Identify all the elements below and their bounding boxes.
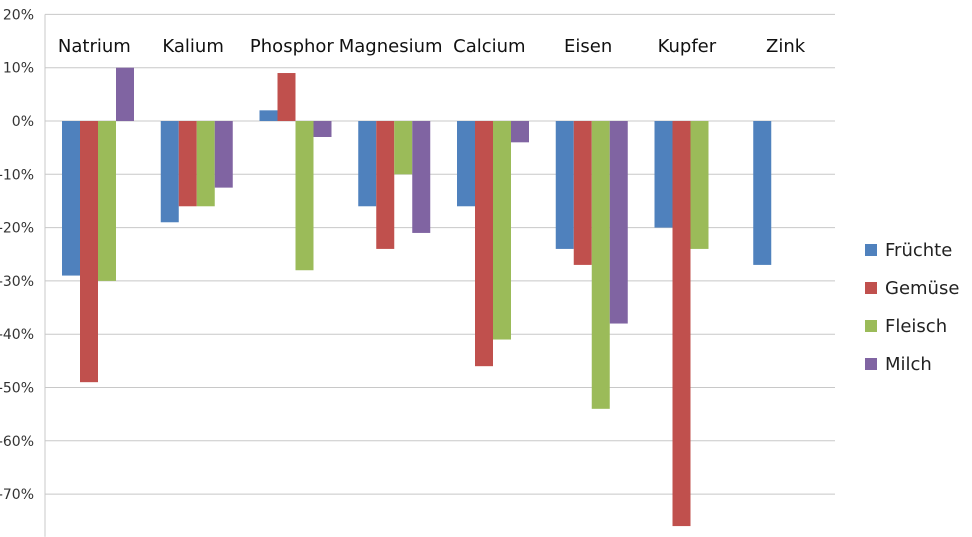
bar-magnesium-milch xyxy=(412,121,431,233)
legend-swatch xyxy=(865,320,877,332)
bar-calcium-früchte xyxy=(457,121,475,207)
category-labels: Natrium Kalium Phosphor Magnesium Calcium Eis… xyxy=(58,36,806,57)
bar-natrium-gemüse xyxy=(80,121,98,383)
bar-phosphor-gemüse xyxy=(277,73,296,121)
bar-calcium-fleisch xyxy=(493,121,511,340)
y-tick-label: 0% xyxy=(12,114,34,130)
y-tick-label: -60% xyxy=(0,434,34,450)
legend-label: Früchte xyxy=(885,240,952,261)
legend-swatch xyxy=(865,358,877,370)
bar-eisen-fleisch xyxy=(591,121,610,409)
bar-magnesium-fleisch xyxy=(394,121,413,175)
bar-calcium-milch xyxy=(511,121,529,143)
bar-natrium-fleisch xyxy=(98,121,116,281)
y-tick-label: -40% xyxy=(0,327,34,343)
category-label: Natrium xyxy=(58,36,131,57)
category-label: Zink xyxy=(766,36,806,57)
gridlines xyxy=(44,13,835,537)
y-tick-label: -50% xyxy=(0,381,34,397)
bar-phosphor-früchte xyxy=(259,110,278,121)
category-label: Phosphor xyxy=(250,36,335,57)
category-label: Kupfer xyxy=(658,36,717,57)
bar-kupfer-gemüse xyxy=(672,121,691,527)
bar-eisen-milch xyxy=(609,121,628,324)
bar-natrium-früchte xyxy=(62,121,80,276)
category-label: Magnesium xyxy=(339,36,443,57)
bar-eisen-gemüse xyxy=(573,121,592,265)
bar-kalium-früchte xyxy=(160,121,179,223)
y-tick-label: -20% xyxy=(0,221,34,237)
bar-phosphor-milch xyxy=(313,121,332,137)
legend-label: Gemüse xyxy=(885,278,959,299)
bar-eisen-früchte xyxy=(555,121,574,249)
bar-natrium-milch xyxy=(116,67,134,121)
y-tick-label: 20% xyxy=(3,7,34,23)
bar-calcium-gemüse xyxy=(475,121,493,367)
bar-zink-früchte xyxy=(753,121,772,265)
bar-kalium-fleisch xyxy=(196,121,215,207)
legend-label: Fleisch xyxy=(885,316,947,337)
bar-kalium-milch xyxy=(214,121,233,188)
legend-label: Milch xyxy=(885,354,932,375)
legend-swatch xyxy=(865,282,877,294)
category-label: Eisen xyxy=(564,36,612,57)
bar-magnesium-früchte xyxy=(358,121,377,207)
bar-magnesium-gemüse xyxy=(376,121,395,249)
bar-kalium-gemüse xyxy=(178,121,197,207)
bar-kupfer-fleisch xyxy=(690,121,709,249)
legend-swatch xyxy=(865,244,877,256)
legend: Früchte Gemüse Fleisch Milch xyxy=(865,240,959,375)
bars xyxy=(62,67,772,527)
y-tick-label: -30% xyxy=(0,274,34,290)
y-tick-label: -70% xyxy=(0,487,34,503)
y-tick-label: 10% xyxy=(3,61,34,77)
y-axis-tick-labels: 20% 10% 0% -10% -20% -30% -40% -50% -60% -70% xyxy=(0,7,34,503)
bar-kupfer-früchte xyxy=(654,121,673,228)
y-tick-label: -10% xyxy=(0,167,34,183)
category-label: Calcium xyxy=(453,36,525,57)
bar-phosphor-fleisch xyxy=(295,121,314,271)
category-label: Kalium xyxy=(162,36,223,57)
